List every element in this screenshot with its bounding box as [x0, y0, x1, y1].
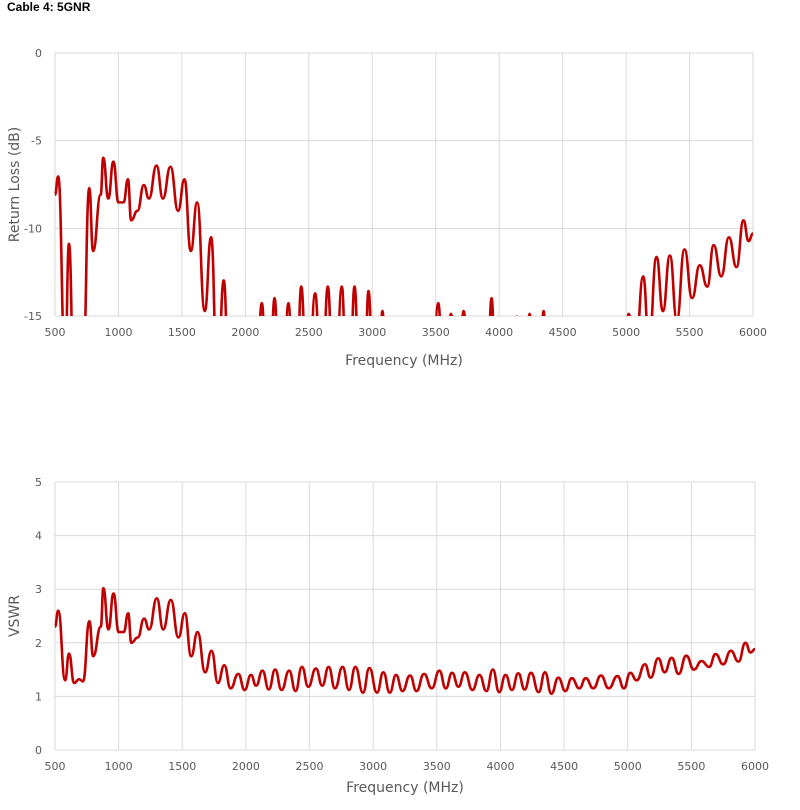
x-tick-label: 1500 — [168, 326, 196, 339]
y-tick-label: 1 — [35, 690, 42, 703]
x-tick-label: 6000 — [741, 760, 769, 773]
x-tick-label: 5500 — [676, 326, 704, 339]
x-tick-label: 5000 — [614, 760, 642, 773]
x-tick-label: 3500 — [422, 326, 450, 339]
x-axis-title: Frequency (MHz) — [346, 780, 464, 796]
y-axis-title: VSWR — [7, 595, 23, 637]
y-axis-title: Return Loss (dB) — [7, 127, 23, 242]
x-tick-label: 1000 — [104, 326, 132, 339]
y-tick-label: -10 — [24, 222, 42, 235]
x-tick-label: 4000 — [486, 760, 514, 773]
x-tick-label: 2500 — [296, 760, 324, 773]
x-axis-title: Frequency (MHz) — [345, 353, 463, 369]
x-tick-label: 6000 — [739, 326, 767, 339]
x-tick-label: 2000 — [232, 760, 260, 773]
x-tick-label: 4500 — [550, 760, 578, 773]
x-tick-label: 4000 — [485, 326, 513, 339]
series-line — [53, 156, 754, 316]
y-tick-label: 0 — [35, 744, 42, 757]
return-loss-chart: 500 1000 1500 2000 2500 3000 3500 4000 4500 5000 5… — [7, 47, 767, 369]
x-tick-label: 5000 — [612, 326, 640, 339]
x-tick-label: 3500 — [423, 760, 451, 773]
x-tick-label: 500 — [45, 326, 66, 339]
page-title: Cable 4: 5GNR — [7, 0, 91, 14]
x-tick-label: 5500 — [677, 760, 705, 773]
series-line — [53, 586, 756, 696]
x-tick-label: 2000 — [231, 326, 259, 339]
y-tick-label: 5 — [35, 476, 42, 489]
y-tick-label: 4 — [35, 530, 42, 543]
y-tick-label: -5 — [31, 135, 42, 148]
y-tick-label: -15 — [24, 310, 42, 323]
x-tick-label: 3000 — [358, 326, 386, 339]
x-tick-label: 1500 — [168, 760, 196, 773]
x-tick-label: 3000 — [359, 760, 387, 773]
x-tick-label: 500 — [45, 760, 66, 773]
x-tick-label: 4500 — [549, 326, 577, 339]
x-tick-label: 1000 — [105, 760, 133, 773]
x-tick-label: 2500 — [295, 326, 323, 339]
y-tick-label: 0 — [35, 47, 42, 60]
y-tick-label: 2 — [35, 637, 42, 650]
y-tick-label: 3 — [35, 583, 42, 596]
